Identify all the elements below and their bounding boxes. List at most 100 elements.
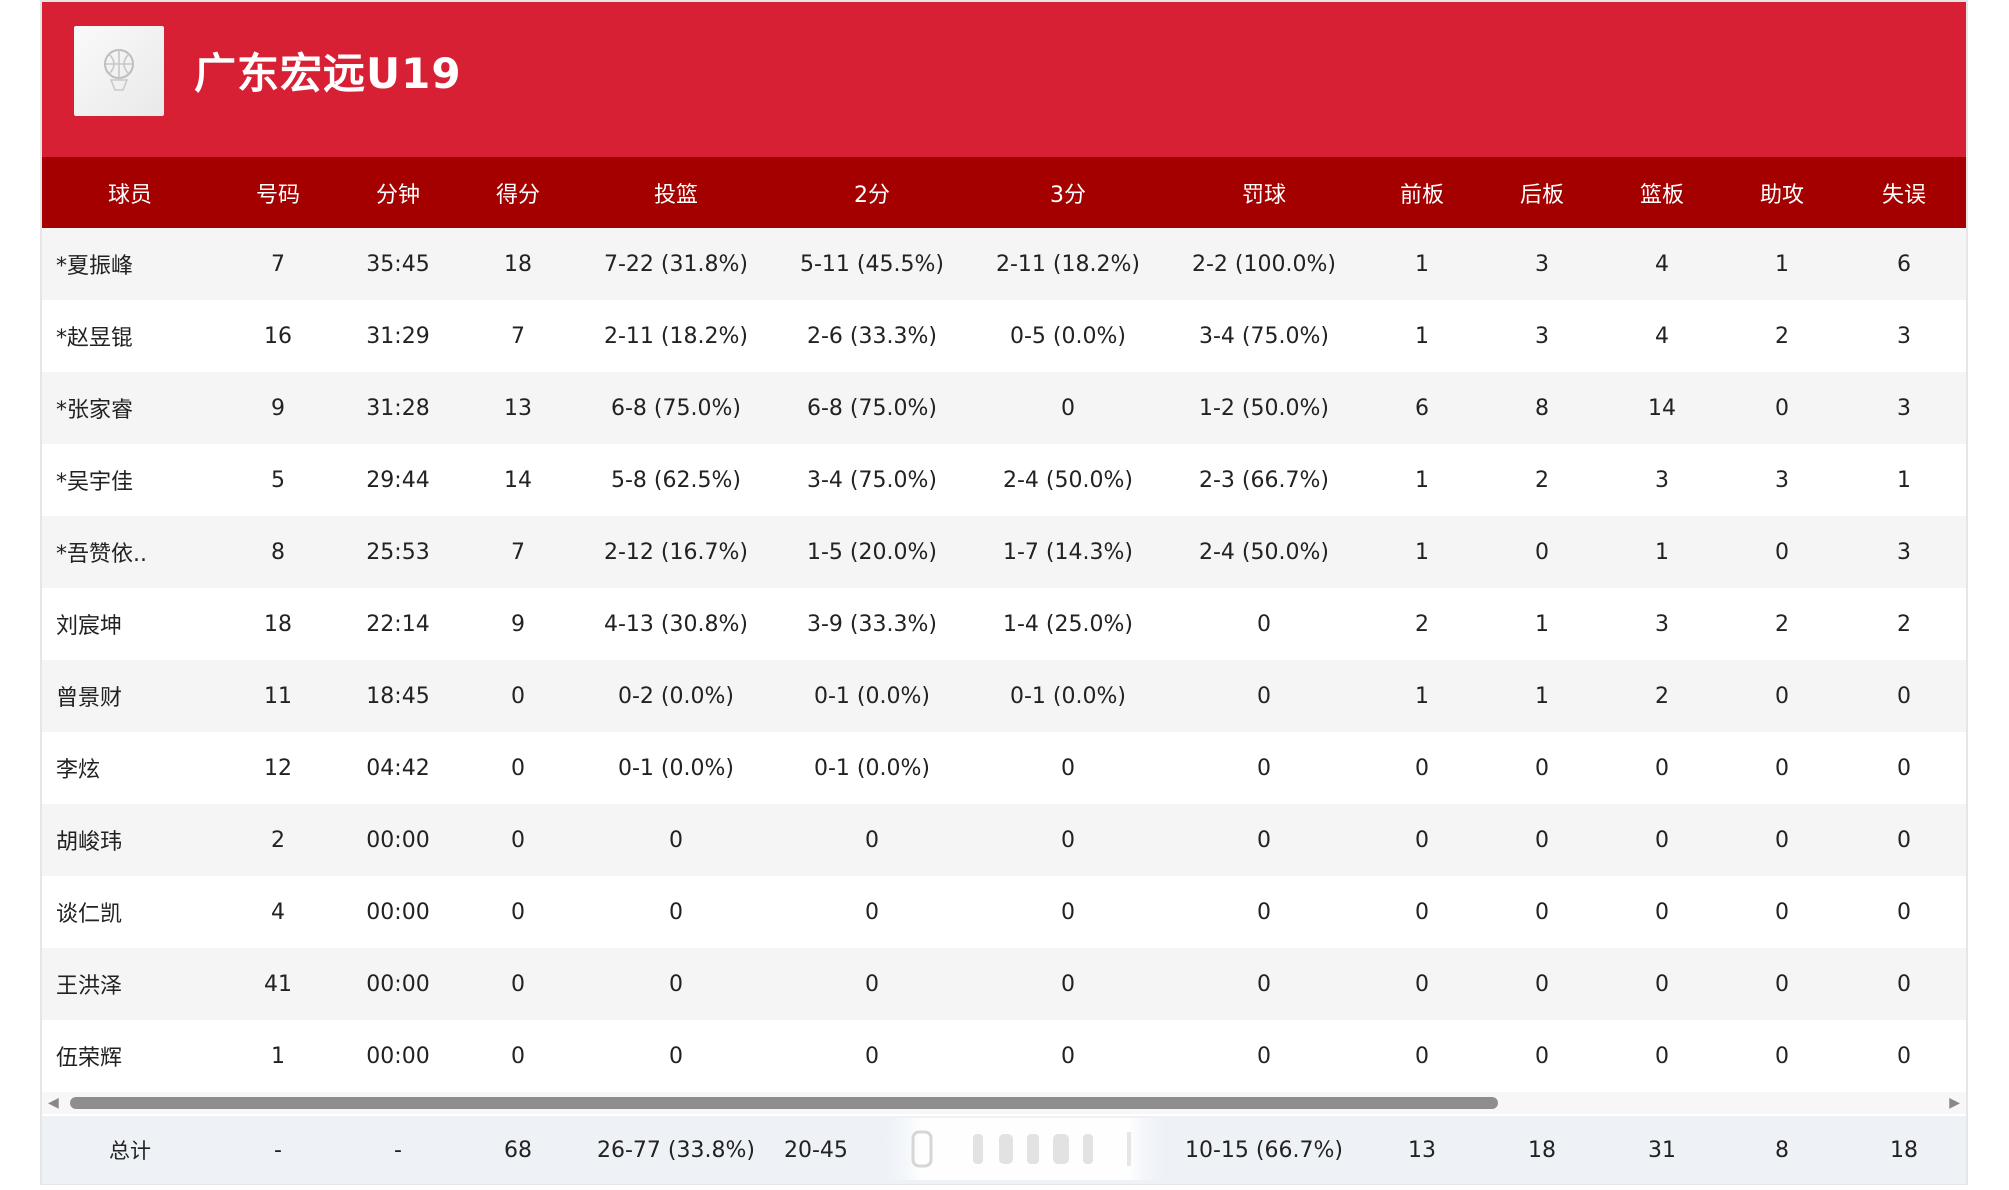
- cell-minutes: 00:00: [338, 876, 458, 948]
- cell-player[interactable]: 胡峻玮: [42, 804, 218, 876]
- column-header-defensive-rebounds[interactable]: 后板: [1482, 157, 1602, 228]
- column-header-player[interactable]: 球员: [42, 157, 218, 228]
- cell-assists: 0: [1722, 660, 1842, 732]
- cell-player[interactable]: *吴宇佳: [42, 444, 218, 516]
- cell-number: 2: [218, 804, 338, 876]
- cell-field-goals: 5-8 (62.5%): [578, 444, 774, 516]
- cell-points: 0: [458, 732, 578, 804]
- cell-turnovers: 2: [1842, 588, 1966, 660]
- cell-defensive-rebounds: 3: [1482, 228, 1602, 300]
- cell-two-pointers: 0: [774, 1020, 970, 1092]
- horizontal-scrollbar[interactable]: ◀ ▶: [42, 1092, 1966, 1114]
- totals-minutes: -: [338, 1116, 458, 1184]
- cell-minutes: 22:14: [338, 588, 458, 660]
- column-header-field-goals[interactable]: 投篮: [578, 157, 774, 228]
- cell-field-goals: 2-11 (18.2%): [578, 300, 774, 372]
- cell-three-pointers: 0-1 (0.0%): [970, 660, 1166, 732]
- cell-player[interactable]: 王洪泽: [42, 948, 218, 1020]
- cell-number: 5: [218, 444, 338, 516]
- column-header-minutes[interactable]: 分钟: [338, 157, 458, 228]
- column-header-offensive-rebounds[interactable]: 前板: [1362, 157, 1482, 228]
- cell-assists: 0: [1722, 516, 1842, 588]
- cell-player[interactable]: 李炫: [42, 732, 218, 804]
- column-header-free-throws[interactable]: 罚球: [1166, 157, 1362, 228]
- cell-turnovers: 0: [1842, 660, 1966, 732]
- cell-offensive-rebounds: 6: [1362, 372, 1482, 444]
- cell-turnovers: 3: [1842, 372, 1966, 444]
- cell-turnovers: 1: [1842, 444, 1966, 516]
- cell-assists: 0: [1722, 372, 1842, 444]
- column-header-number[interactable]: 号码: [218, 157, 338, 228]
- cell-field-goals: 0: [578, 876, 774, 948]
- cell-two-pointers: 0: [774, 948, 970, 1020]
- column-header-turnovers[interactable]: 失误: [1842, 157, 1966, 228]
- cell-player[interactable]: *赵昱锟: [42, 300, 218, 372]
- cell-player[interactable]: 伍荣辉: [42, 1020, 218, 1092]
- column-header-assists[interactable]: 助攻: [1722, 157, 1842, 228]
- cell-player[interactable]: *吾赞依..: [42, 516, 218, 588]
- cell-minutes: 35:45: [338, 228, 458, 300]
- table-row: 曾景财 11 18:45 0 0-2 (0.0%) 0-1 (0.0%) 0-1 (0.0%…: [42, 660, 1966, 732]
- stats-body: *夏振峰 7 35:45 18 7-22 (31.8%) 5-11 (45.5%) 2-11…: [42, 228, 1966, 1092]
- cell-offensive-rebounds: 2: [1362, 588, 1482, 660]
- cell-field-goals: 0-1 (0.0%): [578, 732, 774, 804]
- cell-defensive-rebounds: 0: [1482, 1020, 1602, 1092]
- column-header-points[interactable]: 得分: [458, 157, 578, 228]
- cell-defensive-rebounds: 0: [1482, 876, 1602, 948]
- cell-turnovers: 0: [1842, 876, 1966, 948]
- cell-three-pointers: 0: [970, 1020, 1166, 1092]
- cell-offensive-rebounds: 1: [1362, 444, 1482, 516]
- totals-turnovers: 18: [1842, 1116, 1966, 1184]
- arrow-left-icon[interactable]: ◀: [48, 1095, 59, 1111]
- cell-offensive-rebounds: 0: [1362, 1020, 1482, 1092]
- cell-rebounds: 0: [1602, 876, 1722, 948]
- table-row: *夏振峰 7 35:45 18 7-22 (31.8%) 5-11 (45.5%) 2-11…: [42, 228, 1966, 300]
- cell-defensive-rebounds: 8: [1482, 372, 1602, 444]
- arrow-right-icon[interactable]: ▶: [1949, 1095, 1960, 1111]
- cell-assists: 0: [1722, 948, 1842, 1020]
- cell-number: 7: [218, 228, 338, 300]
- cell-points: 7: [458, 300, 578, 372]
- cell-assists: 1: [1722, 228, 1842, 300]
- table-row: *吴宇佳 5 29:44 14 5-8 (62.5%) 3-4 (75.0%) 2-4 (5…: [42, 444, 1966, 516]
- table-row: 刘宸坤 18 22:14 9 4-13 (30.8%) 3-9 (33.3%) 1-4 (2…: [42, 588, 1966, 660]
- column-header-two-pointers[interactable]: 2分: [774, 157, 970, 228]
- table-row: 王洪泽 41 00:00 0 0 0 0 0 0 0 0 0 0: [42, 948, 1966, 1020]
- cell-player[interactable]: *张家睿: [42, 372, 218, 444]
- column-header-rebounds[interactable]: 篮板: [1602, 157, 1722, 228]
- totals-rebounds: 31: [1602, 1116, 1722, 1184]
- cell-free-throws: 0: [1166, 948, 1362, 1020]
- column-header-three-pointers[interactable]: 3分: [970, 157, 1166, 228]
- cell-number: 1: [218, 1020, 338, 1092]
- cell-two-pointers: 3-9 (33.3%): [774, 588, 970, 660]
- table-row: *赵昱锟 16 31:29 7 2-11 (18.2%) 2-6 (33.3%) 0-5 (…: [42, 300, 1966, 372]
- cell-number: 8: [218, 516, 338, 588]
- cell-number: 12: [218, 732, 338, 804]
- scrollbar-thumb[interactable]: [70, 1097, 1498, 1109]
- cell-player[interactable]: 曾景财: [42, 660, 218, 732]
- cell-two-pointers: 0: [774, 804, 970, 876]
- table-row: 胡峻玮 2 00:00 0 0 0 0 0 0 0 0 0 0: [42, 804, 1966, 876]
- cell-minutes: 04:42: [338, 732, 458, 804]
- cell-free-throws: 3-4 (75.0%): [1166, 300, 1362, 372]
- cell-free-throws: 0: [1166, 804, 1362, 876]
- team-logo: [74, 26, 164, 116]
- cell-offensive-rebounds: 0: [1362, 876, 1482, 948]
- totals-free-throws: 10-15 (66.7%): [1166, 1116, 1362, 1184]
- watermark-overlay: [877, 1118, 1172, 1180]
- cell-points: 0: [458, 1020, 578, 1092]
- table-row: 谈仁凯 4 00:00 0 0 0 0 0 0 0 0 0 0: [42, 876, 1966, 948]
- cell-player[interactable]: 谈仁凯: [42, 876, 218, 948]
- cell-three-pointers: 0-5 (0.0%): [970, 300, 1166, 372]
- cell-assists: 2: [1722, 588, 1842, 660]
- cell-minutes: 18:45: [338, 660, 458, 732]
- cell-two-pointers: 0: [774, 876, 970, 948]
- cell-rebounds: 2: [1602, 660, 1722, 732]
- cell-free-throws: 0: [1166, 1020, 1362, 1092]
- cell-offensive-rebounds: 1: [1362, 300, 1482, 372]
- cell-player[interactable]: 刘宸坤: [42, 588, 218, 660]
- cell-player[interactable]: *夏振峰: [42, 228, 218, 300]
- cell-turnovers: 0: [1842, 804, 1966, 876]
- cell-rebounds: 4: [1602, 228, 1722, 300]
- cell-points: 14: [458, 444, 578, 516]
